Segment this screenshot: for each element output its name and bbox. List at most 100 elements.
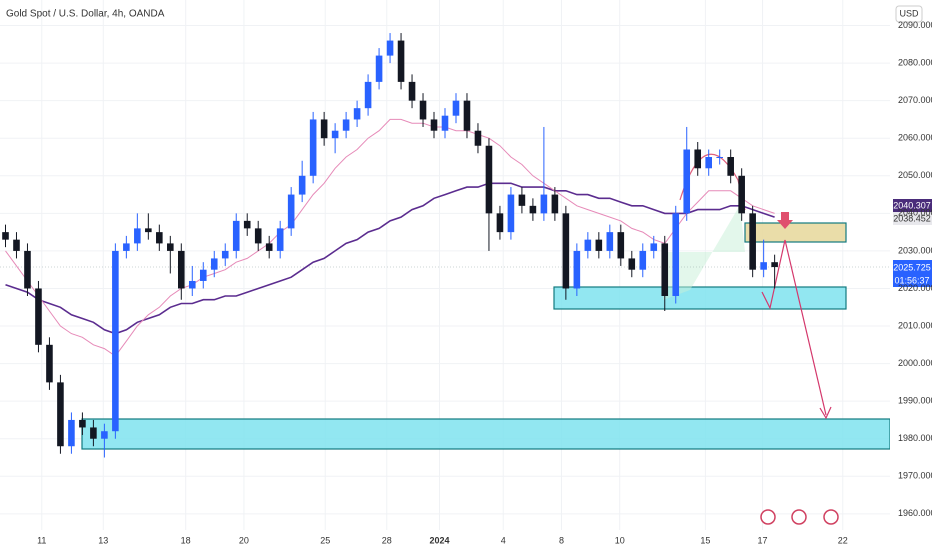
y-tick-label: 2070.000 (898, 95, 932, 105)
projection (761, 239, 827, 416)
candle-body (178, 250, 185, 289)
event-icons (760, 509, 839, 525)
x-tick-label: 25 (320, 535, 330, 545)
y-tick-label: 1980.000 (898, 433, 932, 443)
candle-body (342, 119, 350, 131)
price-tag-label: 2038.452 (893, 213, 931, 223)
y-tick-label: 1990.000 (898, 396, 932, 406)
candle-body (683, 149, 691, 214)
x-tick-label: 20 (239, 535, 249, 545)
event-icon[interactable] (823, 509, 839, 525)
x-tick-label: 8 (559, 535, 564, 545)
x-tick-label: 4 (501, 535, 506, 545)
event-icon[interactable] (791, 509, 807, 525)
y-tick-label: 1960.000 (898, 508, 932, 518)
candle-body (386, 40, 394, 56)
x-tick-label: 18 (181, 535, 191, 545)
candle-body (617, 232, 625, 259)
candle-body (606, 232, 614, 251)
candle-body (309, 119, 317, 176)
candle-body (452, 100, 460, 116)
candle-body (210, 258, 218, 270)
area (663, 205, 745, 300)
y-tick-label: 2060.000 (898, 133, 932, 143)
candle-body (24, 250, 31, 289)
x-tick-label: 22 (838, 535, 848, 545)
currency-button[interactable] (895, 5, 923, 23)
candle-body (46, 344, 53, 383)
moving-average (5, 118, 775, 357)
candle-body (551, 194, 559, 214)
candle-body (167, 243, 174, 251)
price-tag (893, 260, 932, 287)
y-tick-label: 2080.000 (898, 57, 932, 67)
candle-body (156, 232, 163, 244)
candle-body (35, 288, 42, 345)
candle-body (364, 81, 372, 109)
y-tick-label: 2020.000 (898, 283, 932, 293)
candle-body (68, 419, 75, 447)
candle-body (419, 100, 427, 120)
x-tick-label: 11 (37, 535, 46, 545)
candle-body (540, 194, 548, 214)
candle-body (595, 239, 603, 251)
candle-body (243, 220, 251, 229)
candle-body (188, 280, 196, 289)
candle-body (353, 108, 361, 120)
candle-body (463, 100, 471, 131)
currency-label[interactable]: USD (899, 8, 919, 18)
candle-body (13, 239, 20, 251)
candle-body (639, 250, 647, 270)
candle-body (441, 115, 449, 131)
candle-body (298, 175, 306, 195)
candle-body (375, 55, 383, 82)
x-tick-label: 13 (98, 535, 108, 545)
candle-body (694, 149, 702, 169)
candle-body (628, 258, 636, 270)
y-tick-label: 2050.000 (898, 170, 932, 180)
candle-body (397, 40, 405, 82)
candle-body (112, 250, 119, 432)
countdown: 01:56:37 (894, 275, 929, 285)
candle-body (573, 250, 581, 289)
price-tag-label: 2040.307 (893, 200, 931, 210)
candle-body (672, 213, 680, 296)
candle-body (276, 228, 284, 251)
axis-bg (0, 530, 890, 550)
support-zone (553, 286, 847, 310)
moving-average (5, 182, 775, 335)
y-tick-label: 2010.000 (898, 320, 932, 330)
candle-body (562, 213, 570, 289)
candle-body (749, 213, 756, 270)
y-tick-label: 2030.000 (898, 245, 932, 255)
x-tick-label: 15 (700, 535, 710, 545)
y-tick-label: 1970.000 (898, 471, 932, 481)
y-tick-label: 2000.000 (898, 358, 932, 368)
x-tick-label: 17 (758, 535, 768, 545)
candle-body (661, 243, 669, 296)
x-tick-label: 28 (382, 535, 392, 545)
plot (2, 33, 778, 458)
candle-body (320, 119, 328, 139)
candle-body (518, 194, 526, 206)
candle-body (134, 228, 141, 244)
candle-body (199, 269, 207, 281)
candle-body (287, 194, 295, 229)
candle-body (474, 130, 482, 146)
candle-body (485, 145, 493, 214)
candle-body (232, 220, 240, 251)
candle-body (254, 228, 262, 244)
candle-body (331, 130, 339, 139)
candle-body (430, 119, 438, 131)
candle-body (101, 431, 108, 439)
support-zone (81, 418, 891, 450)
x-tick-label: 2024 (429, 535, 449, 545)
candle-body (650, 243, 658, 251)
candle-body (496, 213, 504, 233)
resistance-zone (744, 222, 847, 243)
price-tag (893, 212, 932, 225)
candle-body (529, 205, 537, 214)
event-icon[interactable] (760, 509, 776, 525)
candle-body (79, 419, 86, 428)
